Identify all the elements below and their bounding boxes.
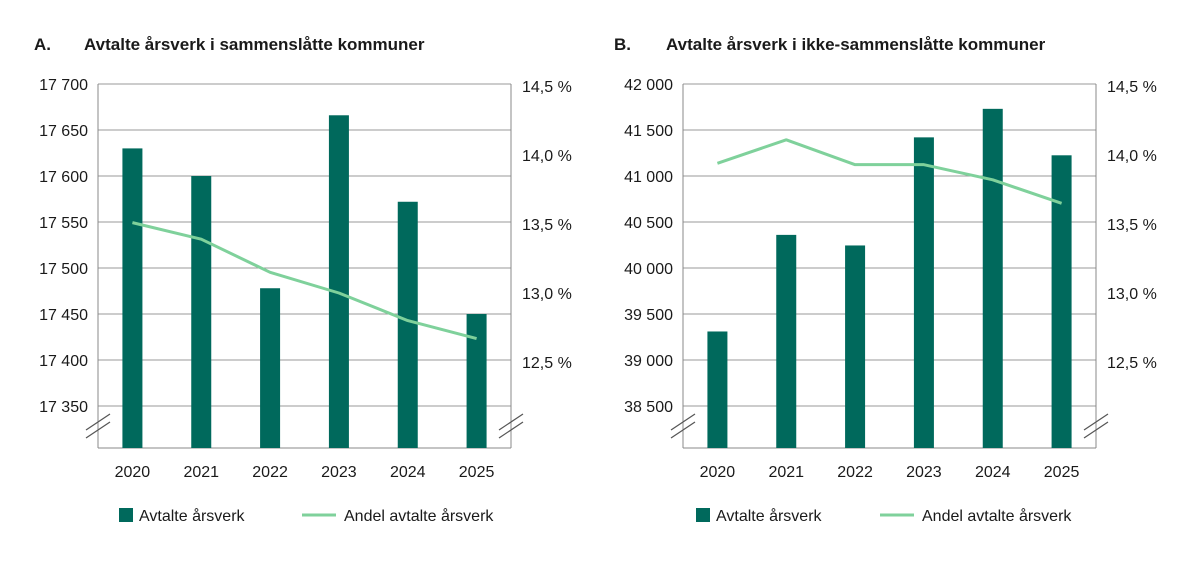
axis-break-mark — [498, 421, 524, 439]
x-tick-label: 2023 — [321, 464, 357, 481]
legend-label-bar: Avtalte årsverk — [716, 507, 823, 525]
y-tick-label: 39 500 — [624, 307, 673, 324]
bar-2021 — [191, 176, 212, 448]
y-tick-label: 17 550 — [39, 215, 88, 232]
y2-tick-label: 14,0 % — [522, 148, 572, 165]
y2-tick-label: 14,5 % — [522, 79, 572, 96]
axis-break-mark — [670, 413, 696, 431]
y2-tick-label: 14,0 % — [1107, 148, 1157, 165]
y-tick-label: 17 400 — [39, 353, 88, 370]
y2-tick-label: 14,5 % — [1107, 79, 1157, 96]
x-tick-label: 2025 — [1044, 464, 1080, 481]
bar-2022 — [260, 288, 281, 448]
bar-2020 — [707, 331, 728, 448]
x-tick-label: 2022 — [837, 464, 873, 481]
y-tick-label: 42 000 — [624, 77, 673, 94]
bar-2022 — [845, 245, 866, 448]
panel-letter: B. — [614, 35, 631, 54]
legend-label-line: Andel avtalte årsverk — [922, 507, 1072, 525]
line-andel-avtalte-arsverk — [132, 221, 477, 340]
chart-title: Avtalte årsverk i sammenslåtte kommuner — [84, 35, 425, 54]
y-tick-label: 17 700 — [39, 77, 88, 94]
axis-break-mark — [670, 421, 696, 439]
legend-label-line: Andel avtalte årsverk — [344, 507, 494, 525]
y2-tick-label: 13,5 % — [1107, 217, 1157, 234]
bar-2020 — [122, 148, 143, 448]
y2-tick-label: 12,5 % — [522, 355, 572, 372]
x-tick-label: 2023 — [906, 464, 942, 481]
y-tick-label: 17 350 — [39, 399, 88, 416]
axis-break-mark — [85, 421, 111, 439]
y2-tick-label: 12,5 % — [1107, 355, 1157, 372]
panel-letter: A. — [34, 35, 51, 54]
x-tick-label: 2021 — [768, 464, 804, 481]
bar-2023 — [328, 115, 349, 448]
axis-break-mark — [85, 413, 111, 431]
y-tick-label: 17 450 — [39, 307, 88, 324]
y-tick-label: 41 500 — [624, 123, 673, 140]
y-tick-label: 17 600 — [39, 169, 88, 186]
x-tick-label: 2024 — [975, 464, 1011, 481]
y-tick-label: 41 000 — [624, 169, 673, 186]
legend-label-bar: Avtalte årsverk — [139, 507, 246, 525]
x-tick-label: 2021 — [183, 464, 219, 481]
y2-tick-label: 13,0 % — [1107, 286, 1157, 303]
y-tick-label: 39 000 — [624, 353, 673, 370]
y2-tick-label: 13,5 % — [522, 217, 572, 234]
y-tick-label: 17 650 — [39, 123, 88, 140]
bar-2025 — [1051, 155, 1072, 449]
bar-2024 — [982, 108, 1003, 448]
chart-panel-b: B. Avtalte årsverk i ikke-sammenslåtte ko… — [614, 35, 1157, 525]
bar-2023 — [913, 137, 934, 449]
line-andel-avtalte-arsverk — [716, 138, 1063, 205]
y-tick-label: 38 500 — [624, 399, 673, 416]
y-tick-label: 40 000 — [624, 261, 673, 278]
bar-2025 — [466, 314, 487, 448]
bar-2024 — [397, 201, 418, 448]
x-tick-label: 2020 — [115, 464, 151, 481]
axis-break-mark — [498, 413, 524, 431]
chart-panel-a: A. Avtalte årsverk i sammenslåtte kommune… — [34, 35, 572, 525]
y-tick-label: 17 500 — [39, 261, 88, 278]
legend-bar-swatch — [119, 508, 133, 522]
x-tick-label: 2022 — [252, 464, 288, 481]
axis-break-mark — [1083, 421, 1109, 439]
y-tick-label: 40 500 — [624, 215, 673, 232]
legend-bar-swatch — [696, 508, 710, 522]
x-tick-label: 2020 — [700, 464, 736, 481]
x-tick-label: 2024 — [390, 464, 426, 481]
x-tick-label: 2025 — [459, 464, 495, 481]
bar-2021 — [776, 234, 797, 448]
y2-tick-label: 13,0 % — [522, 286, 572, 303]
axis-break-mark — [1083, 413, 1109, 431]
chart-title: Avtalte årsverk i ikke-sammenslåtte komm… — [666, 35, 1046, 54]
